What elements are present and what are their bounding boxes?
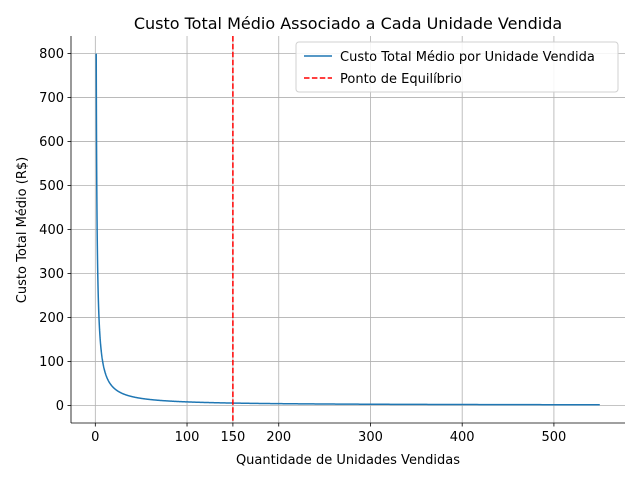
legend-label-break-even: Ponto de Equilíbrio [340, 72, 462, 87]
legend-label-curve: Custo Total Médio por Unidade Vendida [340, 50, 595, 65]
series-layer [95, 36, 600, 423]
x-tick-label: 500 [542, 430, 567, 445]
x-tick-label: 200 [266, 430, 291, 445]
y-tick-label: 400 [39, 223, 64, 238]
x-axis-label: Quantidade de Unidades Vendidas [236, 453, 460, 468]
y-tick-label: 300 [39, 267, 64, 282]
y-tick-label: 700 [39, 91, 64, 106]
x-tick-label: 150 [220, 430, 245, 445]
x-tick-label: 100 [175, 430, 200, 445]
y-tick-label: 500 [39, 179, 64, 194]
y-axis-label: Custo Total Médio (R$) [15, 157, 30, 303]
x-tick-label: 400 [450, 430, 475, 445]
chart-title: Custo Total Médio Associado a Cada Unida… [134, 14, 562, 33]
y-tick-label: 800 [39, 47, 64, 62]
legend-box [295, 41, 619, 93]
ticks: 0 100 150 200 300 400 500 0 100 200 300 400 500 600 70… [39, 47, 566, 445]
x-tick-label: 0 [91, 430, 99, 445]
legend: Custo Total Médio por Unidade Vendida Pon… [295, 41, 619, 93]
x-tick-label: 300 [358, 430, 383, 445]
y-tick-label: 100 [39, 355, 64, 370]
series-line [95, 53, 600, 406]
y-tick-label: 600 [39, 135, 64, 150]
y-tick-label: 200 [39, 311, 64, 326]
y-tick-label: 0 [56, 399, 64, 414]
